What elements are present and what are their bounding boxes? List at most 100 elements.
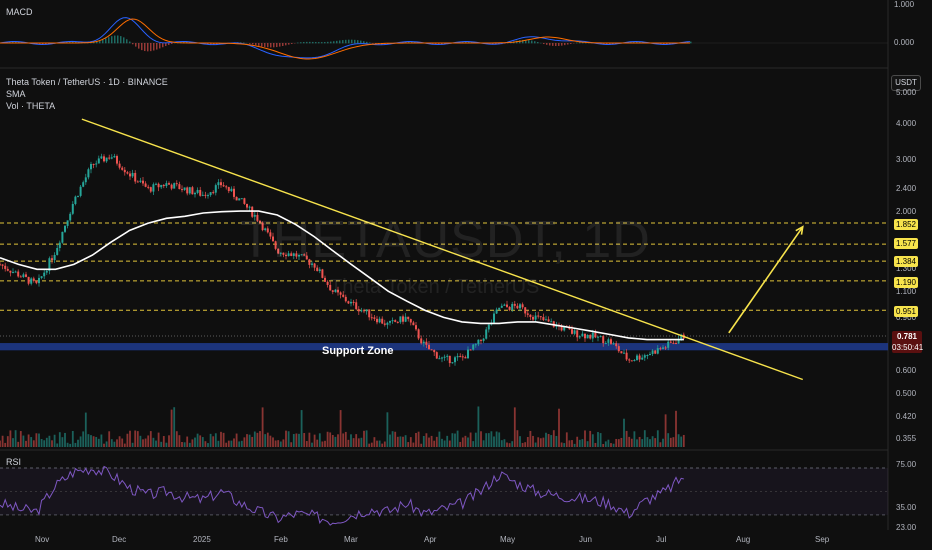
- volume-bar: [17, 441, 20, 447]
- candle-body: [568, 327, 571, 330]
- volume-bar: [279, 441, 282, 447]
- volume-bar: [191, 439, 194, 447]
- rsi-tick: 75.00: [896, 460, 917, 469]
- candle-body: [389, 320, 391, 323]
- candle-body: [207, 195, 209, 197]
- volume-bar: [464, 435, 467, 447]
- price-axis-tick: 2.400: [896, 184, 917, 193]
- volume-bar: [123, 443, 126, 447]
- volume-bar: [201, 437, 204, 447]
- level-badge: 1.384: [894, 256, 918, 267]
- volume-bar: [162, 436, 165, 447]
- volume-bar: [461, 437, 464, 447]
- candle-body: [459, 356, 462, 358]
- macd-histogram-bar: [549, 43, 551, 46]
- volume-indicator-label[interactable]: Vol · THETA: [6, 101, 56, 111]
- candle-body: [277, 248, 280, 254]
- volume-bar: [508, 443, 511, 447]
- macd-histogram-bar: [603, 43, 605, 45]
- volume-bar: [9, 430, 12, 447]
- candle-body: [589, 334, 592, 339]
- time-axis-tick: 2025: [193, 535, 211, 544]
- volume-bar: [246, 434, 248, 447]
- volume-bar: [27, 434, 30, 447]
- volume-bar: [378, 440, 381, 447]
- volume-bar: [404, 435, 407, 447]
- volume-bar: [134, 430, 137, 447]
- candle-body: [662, 347, 664, 349]
- macd-histogram-bar: [315, 42, 317, 44]
- volume-bar: [207, 443, 209, 447]
- volume-bar: [394, 431, 397, 447]
- candle-body: [155, 183, 157, 185]
- volume-bar: [266, 432, 269, 447]
- candle-body: [610, 339, 612, 344]
- currency-selector[interactable]: USDT: [891, 75, 921, 91]
- volume-bar: [318, 433, 321, 447]
- macd-histogram-bar: [318, 42, 320, 44]
- macd-histogram-bar: [171, 43, 173, 44]
- macd-histogram-bar: [534, 41, 536, 44]
- macd-histogram-bar: [636, 41, 638, 44]
- candle-body: [526, 313, 529, 315]
- candle-body: [305, 255, 308, 260]
- volume-bar: [45, 437, 48, 447]
- volume-bar: [435, 436, 438, 447]
- macd-histogram-bar: [15, 41, 17, 44]
- candle-body: [287, 253, 290, 257]
- volume-bar: [594, 442, 597, 447]
- macd-histogram-bar: [663, 43, 665, 45]
- candle-body: [191, 187, 194, 195]
- candle-body: [196, 189, 199, 193]
- volume-bar: [305, 441, 308, 447]
- candle-body: [32, 278, 35, 281]
- sma-indicator-label[interactable]: SMA: [6, 89, 26, 99]
- candle-body: [597, 336, 599, 338]
- volume-bar: [227, 440, 230, 447]
- volume-bar: [469, 432, 472, 447]
- candle-body: [100, 156, 103, 159]
- volume-bar: [425, 433, 428, 447]
- macd-histogram-bar: [438, 43, 440, 45]
- candle-body: [14, 271, 17, 273]
- price-axis-tick: 3.000: [896, 155, 917, 164]
- macd-histogram-bar: [303, 41, 305, 44]
- volume-bar: [524, 442, 527, 447]
- volume-bar: [290, 442, 293, 447]
- volume-bar: [274, 440, 277, 447]
- candle-body: [511, 303, 514, 310]
- candle-body: [399, 316, 402, 323]
- volume-bar: [126, 433, 129, 447]
- volume-bar: [441, 438, 443, 447]
- volume-bar: [591, 434, 594, 447]
- volume-bar: [682, 434, 685, 447]
- volume-bar: [602, 443, 605, 447]
- volume-bar: [539, 438, 542, 447]
- candle-body: [363, 310, 365, 312]
- symbol-info[interactable]: Theta Token / TetherUS · 1D · BINANCE: [6, 77, 168, 87]
- volume-bar: [560, 442, 563, 447]
- volume-bar: [573, 443, 576, 447]
- candle-body: [160, 184, 163, 188]
- volume-bar: [116, 439, 118, 447]
- candle-body: [266, 228, 269, 233]
- candle-body: [500, 305, 503, 308]
- candle-body: [669, 341, 672, 343]
- volume-bar: [490, 431, 493, 447]
- candle-body: [409, 319, 412, 323]
- volume-bar: [641, 439, 644, 447]
- volume-bar: [56, 443, 59, 447]
- candle-body: [680, 334, 683, 340]
- volume-bar: [331, 435, 334, 447]
- macd-histogram-bar: [558, 43, 560, 46]
- candle-body: [170, 184, 173, 189]
- candle-body: [326, 281, 329, 285]
- candle-body: [235, 196, 238, 201]
- candle-body: [664, 347, 667, 349]
- candle-body: [38, 277, 40, 284]
- price-axis-tick: 0.600: [896, 366, 917, 375]
- volume-bar: [448, 440, 451, 447]
- price-axis-tick: 0.355: [896, 434, 917, 443]
- macd-histogram-bar: [96, 41, 98, 44]
